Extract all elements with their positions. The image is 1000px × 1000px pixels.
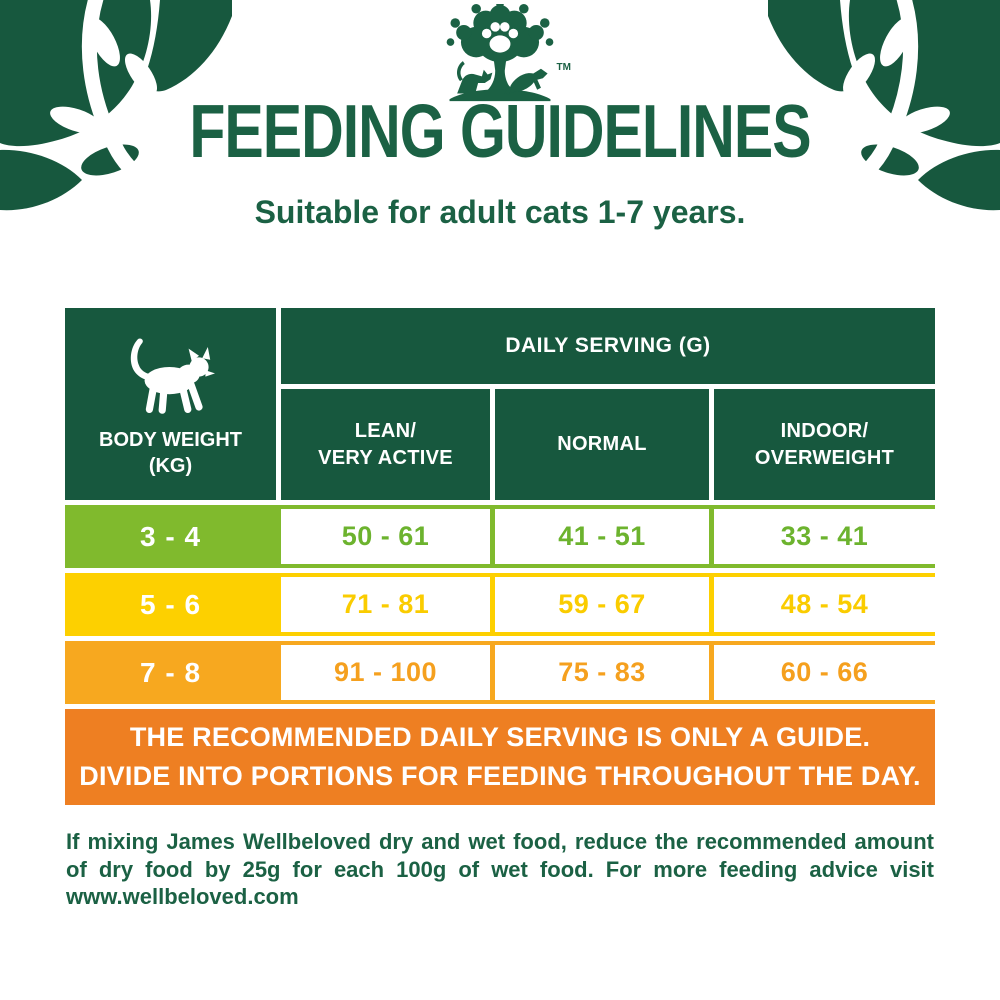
notice-line1: THE RECOMMENDED DAILY SERVING IS ONLY A …	[129, 722, 871, 752]
serving-value-cell: 50 - 61	[281, 509, 490, 564]
table-row: 5 - 6 71 - 81 59 - 67 48 - 54	[65, 573, 935, 636]
body-weight-header-cell: BODY WEIGHT (KG)	[65, 308, 276, 500]
tree-paw-logo-icon	[446, 0, 554, 102]
body-weight-label: BODY WEIGHT (KG)	[99, 429, 242, 477]
notice-bar: THE RECOMMENDED DAILY SERVING IS ONLY A …	[65, 709, 935, 805]
serving-value-cell: 71 - 81	[281, 577, 490, 632]
column-header-lean-very-active: LEAN/ VERY ACTIVE	[281, 389, 490, 500]
serving-value-cell: 75 - 83	[495, 645, 709, 700]
daily-serving-header: DAILY SERVING (G)	[281, 308, 935, 384]
serving-value-cell: 91 - 100	[281, 645, 490, 700]
serving-value-cell: 41 - 51	[495, 509, 709, 564]
table-row: 3 - 4 50 - 61 41 - 51 33 - 41	[65, 505, 935, 568]
serving-value-cell: 33 - 41	[714, 509, 935, 564]
column-header-normal: NORMAL	[495, 389, 709, 500]
cat-icon	[130, 338, 215, 414]
footer-note: If mixing James Wellbeloved dry and wet …	[66, 829, 934, 910]
trademark-symbol: TM	[556, 62, 571, 73]
table-row: 7 - 8 91 - 100 75 - 83 60 - 66	[65, 641, 935, 704]
column-header-indoor-overweight: INDOOR/ OVERWEIGHT	[714, 389, 935, 500]
leaf-decoration-top-right	[768, 0, 1000, 211]
feeding-table: BODY WEIGHT (KG) DAILY SERVING (G) LEAN/…	[65, 308, 935, 805]
weight-cell: 5 - 6	[139, 588, 202, 620]
serving-value-cell: 48 - 54	[714, 577, 935, 632]
weight-cell: 3 - 4	[139, 520, 202, 552]
table-body: 3 - 4 50 - 61 41 - 51 33 - 41 5 - 6 71 - 81 59…	[65, 505, 935, 704]
notice-line2: DIVIDE INTO PORTIONS FOR FEEDING THROUGH…	[79, 761, 921, 791]
serving-value-cell: 59 - 67	[495, 577, 709, 632]
leaf-decoration-top-left	[0, 0, 232, 211]
page-subtitle: Suitable for adult cats 1-7 years.	[254, 194, 746, 230]
serving-value-cell: 60 - 66	[714, 645, 935, 700]
page-title: FEEDING GUIDELINES	[189, 89, 811, 174]
weight-cell: 7 - 8	[139, 656, 202, 688]
table-header: BODY WEIGHT (KG) DAILY SERVING (G) LEAN/…	[65, 308, 935, 500]
brand-logo: TM	[415, 0, 585, 104]
